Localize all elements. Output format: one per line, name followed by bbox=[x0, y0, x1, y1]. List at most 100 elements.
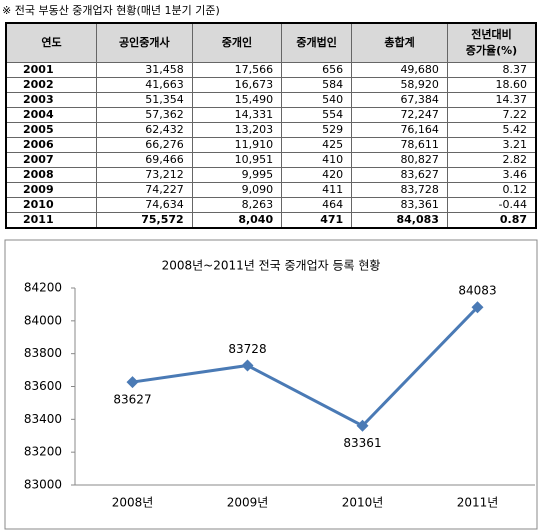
table-row: 2009 74,227 9,090 411 83,728 0.12 bbox=[5, 182, 537, 198]
table-cell: 41,663 bbox=[95, 77, 193, 93]
table-cell: 67,384 bbox=[351, 92, 448, 108]
table-cell: 13,203 bbox=[191, 122, 283, 138]
y-tick-label: 83000 bbox=[24, 478, 62, 492]
marker bbox=[471, 301, 484, 314]
y-tick-label: 83800 bbox=[24, 346, 62, 360]
table-cell: 2001 bbox=[5, 62, 97, 78]
table-cell: 75,572 bbox=[95, 212, 193, 229]
x-tick-label: 2009년 bbox=[227, 496, 269, 510]
y-tick-label: 84200 bbox=[24, 281, 62, 295]
table-cell: 2006 bbox=[5, 137, 97, 153]
table-cell: 8,040 bbox=[191, 212, 283, 229]
chart: 2008년~2011년 전국 중개업자 등록 현황 83000 83200 8340… bbox=[4, 239, 538, 530]
table-cell: 9,995 bbox=[191, 167, 283, 183]
chart-title: 2008년~2011년 전국 중개업자 등록 현황 bbox=[162, 259, 381, 273]
table-cell: 76,164 bbox=[351, 122, 448, 138]
table-cell: 2011 bbox=[5, 212, 97, 229]
header-row: 연도 공인중개사 중개인 중개법인 총합계 전년대비 증가율(%) bbox=[5, 22, 537, 63]
table-cell: 31,458 bbox=[95, 62, 193, 78]
table-cell: -0.44 bbox=[446, 197, 537, 213]
table-body: 2001 31,458 17,566 656 49,680 8.37 2002 41,663 1… bbox=[5, 62, 537, 229]
table-cell: 16,673 bbox=[191, 77, 283, 93]
marker bbox=[241, 359, 254, 372]
table-cell: 83,627 bbox=[351, 167, 448, 183]
table-row: 2007 69,466 10,951 410 80,827 2.82 bbox=[5, 152, 537, 168]
header-cell: 연도 bbox=[5, 22, 97, 63]
table-cell: 410 bbox=[281, 152, 353, 168]
table-cell: 51,354 bbox=[95, 92, 193, 108]
header-line: 증가율(%) bbox=[465, 44, 518, 57]
table-cell: 69,466 bbox=[95, 152, 193, 168]
table-cell: 2007 bbox=[5, 152, 97, 168]
table-row: 2005 62,432 13,203 529 76,164 5.42 bbox=[5, 122, 537, 138]
table-cell: 11,910 bbox=[191, 137, 283, 153]
table-cell: 9,090 bbox=[191, 182, 283, 198]
table-cell: 72,247 bbox=[351, 107, 448, 123]
table-cell: 74,227 bbox=[95, 182, 193, 198]
x-tick-label: 2011년 bbox=[457, 496, 499, 510]
table-cell: 10,951 bbox=[191, 152, 283, 168]
table-cell: 7.22 bbox=[446, 107, 537, 123]
table-cell: 554 bbox=[281, 107, 353, 123]
table-cell: 464 bbox=[281, 197, 353, 213]
table-cell: 2005 bbox=[5, 122, 97, 138]
table-cell: 2010 bbox=[5, 197, 97, 213]
marker bbox=[126, 376, 139, 389]
table-cell: 2008 bbox=[5, 167, 97, 183]
table-cell: 73,212 bbox=[95, 167, 193, 183]
caption: ※ 전국 부동산 중개업자 현황(매년 1분기 기준) bbox=[2, 4, 220, 17]
y-tick-label: 84000 bbox=[24, 313, 62, 327]
table-cell: 656 bbox=[281, 62, 353, 78]
data-label: 83728 bbox=[228, 342, 266, 356]
table-cell: 15,490 bbox=[191, 92, 283, 108]
table-cell: 14,331 bbox=[191, 107, 283, 123]
table-cell: 66,276 bbox=[95, 137, 193, 153]
x-tick-label: 2008년 bbox=[112, 496, 154, 510]
table-cell: 80,827 bbox=[351, 152, 448, 168]
table-row: 2001 31,458 17,566 656 49,680 8.37 bbox=[5, 62, 537, 78]
table-row: 2003 51,354 15,490 540 67,384 14.37 bbox=[5, 92, 537, 108]
header-cell: 총합계 bbox=[351, 22, 448, 63]
table-cell: 0.12 bbox=[446, 182, 537, 198]
table-cell: 420 bbox=[281, 167, 353, 183]
table-cell: 3.21 bbox=[446, 137, 537, 153]
table-cell: 14.37 bbox=[446, 92, 537, 108]
header-cell: 중개법인 bbox=[281, 22, 353, 63]
table-cell: 0.87 bbox=[446, 212, 537, 229]
table-cell: 8,263 bbox=[191, 197, 283, 213]
table-cell: 83,361 bbox=[351, 197, 448, 213]
table-cell: 17,566 bbox=[191, 62, 283, 78]
table-cell: 529 bbox=[281, 122, 353, 138]
table-cell: 5.42 bbox=[446, 122, 537, 138]
x-tick-label: 2010년 bbox=[342, 496, 384, 510]
table-cell: 2003 bbox=[5, 92, 97, 108]
data-table: 연도 공인중개사 중개인 중개법인 총합계 전년대비 증가율(%) 2001 31,458 17,… bbox=[5, 22, 537, 229]
chart-frame bbox=[4, 239, 538, 530]
table-cell: 8.37 bbox=[446, 62, 537, 78]
table-cell: 84,083 bbox=[351, 212, 448, 229]
table-cell: 540 bbox=[281, 92, 353, 108]
table-row: 2006 66,276 11,910 425 78,611 3.21 bbox=[5, 137, 537, 153]
table-cell: 83,728 bbox=[351, 182, 448, 198]
table-cell: 3.46 bbox=[446, 167, 537, 183]
table-cell: 57,362 bbox=[95, 107, 193, 123]
table-cell: 62,432 bbox=[95, 122, 193, 138]
table-row: 2004 57,362 14,331 554 72,247 7.22 bbox=[5, 107, 537, 123]
header-cell: 공인중개사 bbox=[95, 22, 193, 63]
table-cell: 74,634 bbox=[95, 197, 193, 213]
header-cell: 중개인 bbox=[191, 22, 283, 63]
data-label: 83627 bbox=[113, 393, 151, 407]
header-line: 전년대비 bbox=[471, 28, 512, 41]
y-tick-label: 83400 bbox=[24, 412, 62, 426]
table-cell: 471 bbox=[281, 212, 353, 229]
table-cell: 2004 bbox=[5, 107, 97, 123]
table-row: 2002 41,663 16,673 584 58,920 18.60 bbox=[5, 77, 537, 93]
table-cell: 2002 bbox=[5, 77, 97, 93]
table-cell: 2.82 bbox=[446, 152, 537, 168]
data-label: 83361 bbox=[343, 436, 381, 450]
y-tick-label: 83200 bbox=[24, 445, 62, 459]
table-cell: 18.60 bbox=[446, 77, 537, 93]
table-cell: 411 bbox=[281, 182, 353, 198]
